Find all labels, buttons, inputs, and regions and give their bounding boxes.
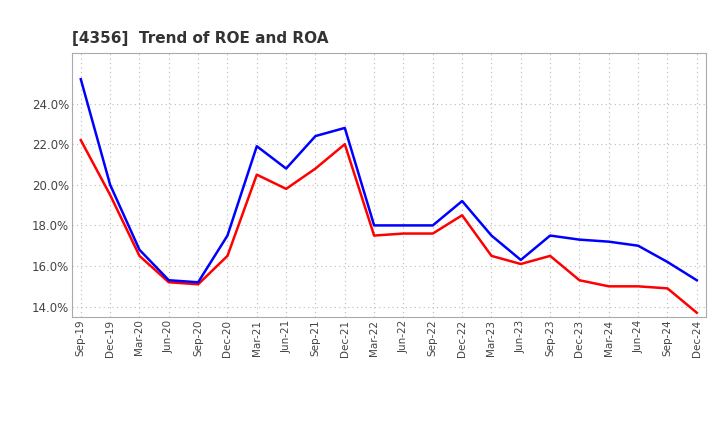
ROA [282,166,290,171]
ROE [135,253,144,259]
ROE [223,253,232,259]
ROE [194,282,202,287]
ROA [253,143,261,149]
ROE [428,231,437,236]
ROE [663,286,672,291]
ROE [282,186,290,191]
ROA [575,237,584,242]
ROE [516,261,525,267]
ROA [223,233,232,238]
ROA [311,133,320,139]
ROE [487,253,496,259]
ROA [194,280,202,285]
ROE [370,233,379,238]
ROE [253,172,261,177]
Text: [4356]  Trend of ROE and ROA: [4356] Trend of ROE and ROA [72,31,328,46]
ROA [663,259,672,264]
ROE [76,137,85,143]
Line: ROA: ROA [81,79,697,282]
ROA [76,77,85,82]
ROA [458,198,467,204]
ROE [106,192,114,198]
ROA [634,243,642,248]
ROA [135,247,144,253]
ROA [370,223,379,228]
ROA [106,182,114,187]
ROE [693,310,701,315]
ROE [458,213,467,218]
ROE [399,231,408,236]
ROA [399,223,408,228]
ROA [164,278,173,283]
ROA [428,223,437,228]
ROE [341,142,349,147]
ROA [341,125,349,131]
ROE [164,280,173,285]
ROA [693,278,701,283]
ROA [516,257,525,263]
ROA [487,233,496,238]
Line: ROE: ROE [81,140,697,313]
ROE [575,278,584,283]
ROE [546,253,554,259]
ROA [605,239,613,244]
ROE [311,166,320,171]
ROA [546,233,554,238]
ROE [605,284,613,289]
ROE [634,284,642,289]
